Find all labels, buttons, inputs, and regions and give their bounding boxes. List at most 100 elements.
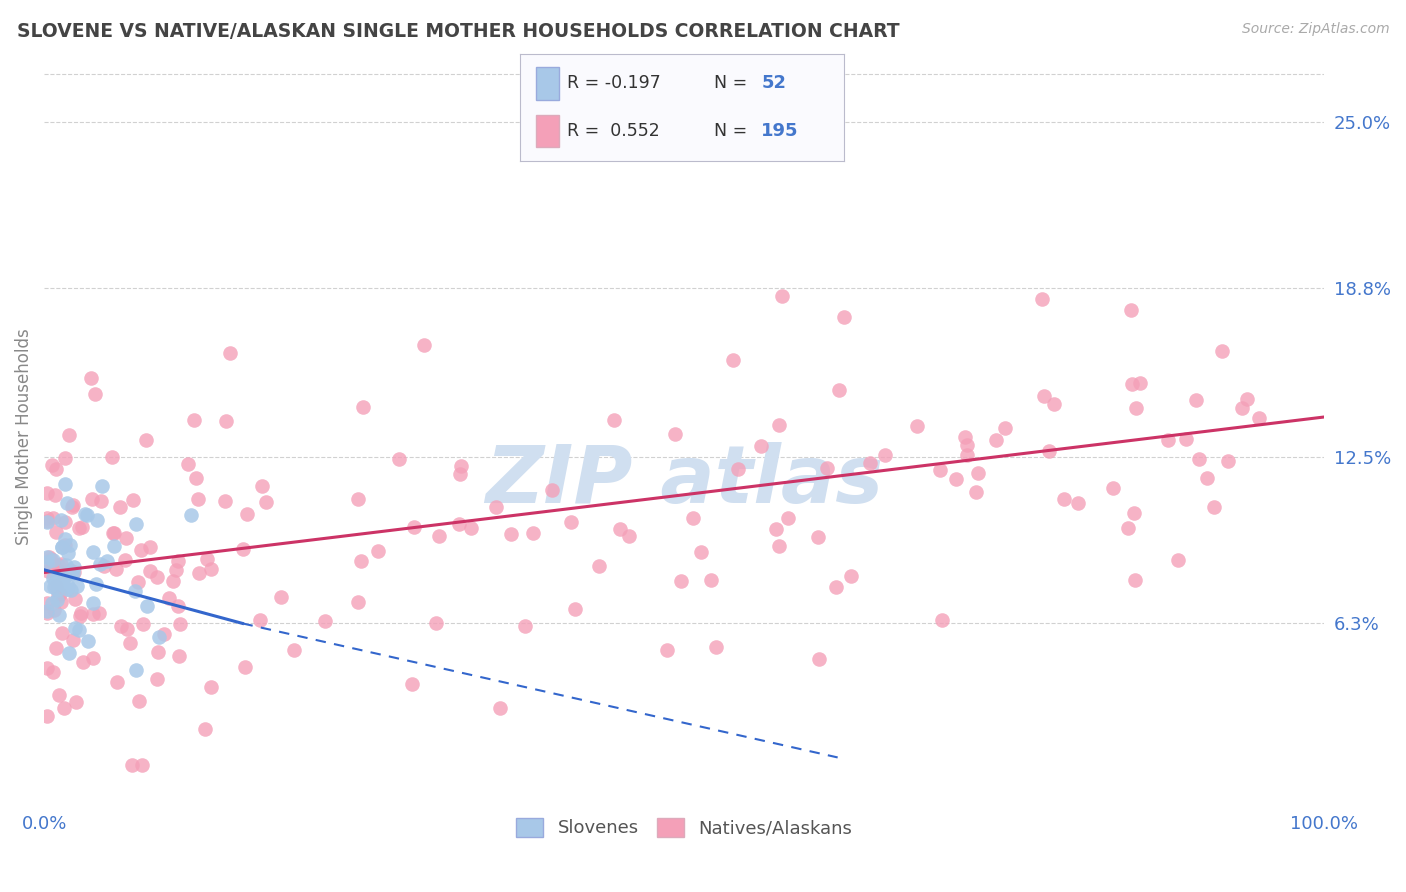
Point xyxy=(427,529,450,543)
Point xyxy=(35,514,58,528)
Text: 195: 195 xyxy=(761,121,799,139)
Point xyxy=(609,522,631,536)
Point xyxy=(37,564,59,578)
Point xyxy=(49,513,72,527)
Point xyxy=(1188,451,1211,466)
Point xyxy=(132,616,155,631)
Point xyxy=(121,758,143,772)
Point xyxy=(249,613,271,627)
Point xyxy=(905,418,928,433)
Point xyxy=(200,680,222,694)
Point xyxy=(404,519,426,533)
Point xyxy=(101,525,124,540)
Point xyxy=(49,595,72,609)
Point xyxy=(388,451,411,466)
Point xyxy=(48,607,70,622)
Point xyxy=(89,557,111,571)
Point xyxy=(233,660,256,674)
Point xyxy=(994,421,1017,435)
Point xyxy=(984,433,1007,447)
Point xyxy=(236,507,259,521)
Text: N =: N = xyxy=(714,75,754,93)
Point xyxy=(105,674,128,689)
Point xyxy=(1102,481,1125,495)
Point xyxy=(135,599,157,614)
Point xyxy=(70,607,93,621)
Point xyxy=(42,557,65,571)
Point xyxy=(53,451,76,466)
Point xyxy=(1185,393,1208,408)
Point xyxy=(84,576,107,591)
Point xyxy=(727,461,749,475)
Point xyxy=(152,627,174,641)
Point xyxy=(53,515,76,529)
Point xyxy=(35,511,58,525)
Point xyxy=(72,520,94,534)
Point xyxy=(55,532,77,546)
Point xyxy=(44,580,66,594)
Point xyxy=(51,541,73,555)
Point xyxy=(42,665,65,679)
Point xyxy=(425,616,447,631)
Point xyxy=(104,562,127,576)
Point xyxy=(1211,344,1233,359)
Point xyxy=(669,574,692,589)
Point xyxy=(90,493,112,508)
Point xyxy=(49,557,72,571)
Point xyxy=(42,571,65,585)
Point xyxy=(169,616,191,631)
Text: R = -0.197: R = -0.197 xyxy=(567,75,661,93)
Point xyxy=(449,517,471,532)
Point xyxy=(72,656,94,670)
Point xyxy=(59,563,82,577)
Point xyxy=(48,688,70,702)
Point xyxy=(945,472,967,486)
Point xyxy=(67,521,90,535)
Text: ZIP atlas: ZIP atlas xyxy=(485,442,883,520)
Point xyxy=(1202,500,1225,515)
Point xyxy=(51,573,73,587)
Point xyxy=(177,457,200,471)
Point xyxy=(187,491,209,506)
Point xyxy=(41,552,63,566)
Point xyxy=(413,338,436,352)
Point xyxy=(45,462,67,476)
Point xyxy=(1121,303,1143,318)
Point xyxy=(215,414,238,428)
Text: R =  0.552: R = 0.552 xyxy=(567,121,659,139)
Point xyxy=(131,758,153,772)
Point xyxy=(76,508,98,522)
Point xyxy=(146,570,169,584)
Point xyxy=(489,700,512,714)
Point xyxy=(967,466,990,480)
Point xyxy=(56,582,79,597)
Point xyxy=(832,310,855,325)
Point xyxy=(167,599,190,614)
Point xyxy=(35,709,58,723)
Point xyxy=(214,494,236,508)
Point xyxy=(839,569,862,583)
Point xyxy=(1236,392,1258,407)
Point xyxy=(146,645,169,659)
Point xyxy=(603,413,626,427)
Point xyxy=(58,579,80,593)
Point xyxy=(67,623,90,637)
Point xyxy=(146,672,169,686)
Point xyxy=(46,590,69,604)
Point xyxy=(1067,496,1090,510)
Point xyxy=(664,426,686,441)
Point xyxy=(35,486,58,500)
Point xyxy=(768,539,790,553)
Point xyxy=(778,511,800,525)
Point xyxy=(859,456,882,470)
Point xyxy=(45,593,67,607)
Point xyxy=(38,578,60,592)
Point xyxy=(1121,376,1143,391)
Point xyxy=(82,651,104,665)
Point xyxy=(80,492,103,507)
Point xyxy=(197,552,219,566)
Point xyxy=(44,603,66,617)
Point xyxy=(1129,376,1152,390)
Point xyxy=(1043,397,1066,411)
Point xyxy=(346,595,368,609)
